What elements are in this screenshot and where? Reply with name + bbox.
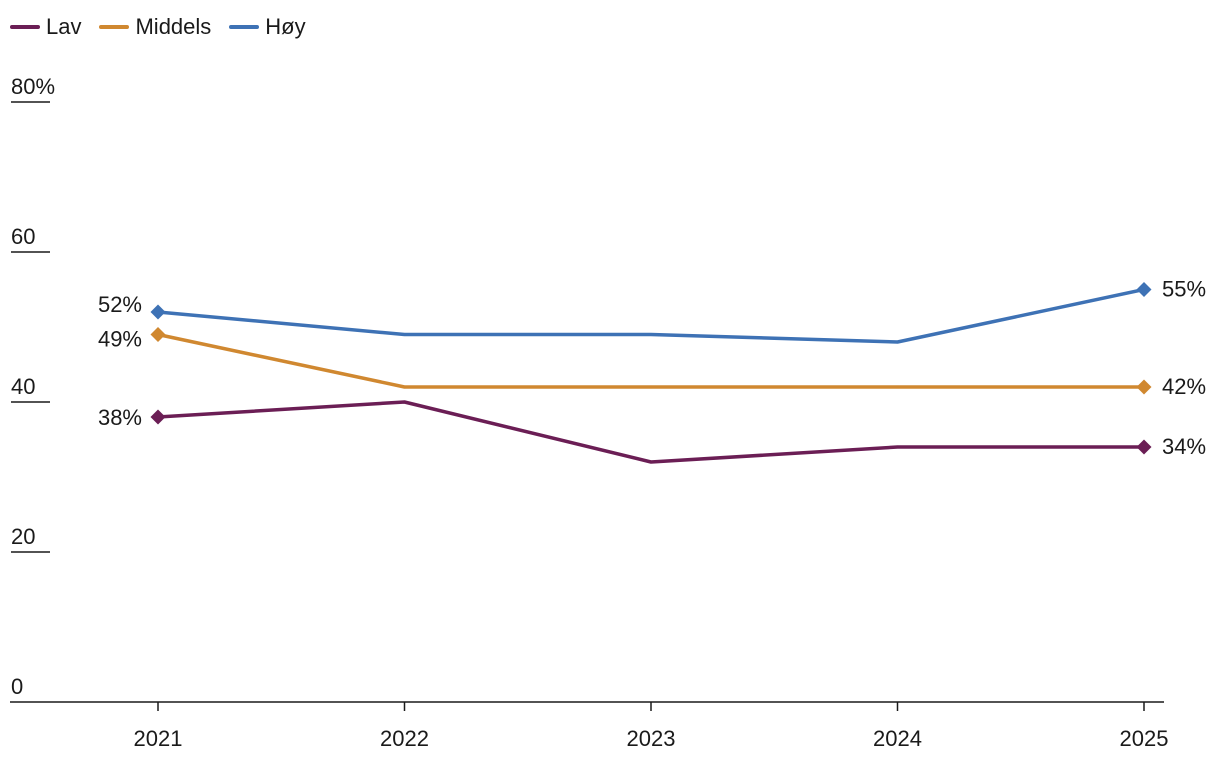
data-point-hoy — [1136, 282, 1152, 297]
data-point-hoy — [649, 333, 653, 336]
start-label-hoy: 52% — [98, 292, 142, 317]
series-line-middels — [156, 332, 1146, 389]
data-point-hoy — [403, 333, 406, 336]
series-line-lav — [156, 400, 1146, 464]
y-tick-label: 20 — [11, 524, 35, 549]
x-tick-label: 2025 — [1120, 726, 1169, 751]
legend-label-hoy: Høy — [265, 14, 306, 39]
data-point-middels — [1136, 379, 1152, 395]
data-point-middels — [649, 385, 653, 389]
y-tick-label: 0 — [11, 674, 23, 699]
data-point-middels — [403, 385, 406, 389]
x-tick-label: 2022 — [380, 726, 429, 751]
legend-swatch-hoy — [229, 25, 260, 29]
data-point-lav — [1136, 439, 1152, 455]
y-tick-label: 60 — [11, 224, 35, 249]
x-tick-label: 2024 — [873, 726, 922, 751]
legend-swatch-lav — [10, 25, 40, 29]
legend-item-lav: Lav — [10, 14, 81, 40]
data-point-middels — [896, 385, 899, 389]
y-tick-label: 80% — [11, 74, 55, 99]
y-tick-label: 40 — [11, 374, 35, 399]
start-label-middels: 49% — [98, 327, 142, 352]
data-point-lav — [649, 460, 653, 464]
data-point-lav — [150, 409, 166, 425]
chart-legend: Lav Middels Høy — [10, 14, 306, 40]
start-label-lav: 38% — [98, 405, 142, 430]
data-point-middels — [150, 327, 166, 342]
x-tick-label: 2023 — [627, 726, 676, 751]
legend-item-middels: Middels — [99, 14, 211, 40]
end-label-hoy: 55% — [1162, 277, 1206, 302]
data-point-lav — [403, 400, 406, 404]
legend-label-lav: Lav — [46, 14, 82, 39]
legend-swatch-middels — [99, 25, 130, 29]
legend-label-middels: Middels — [135, 14, 212, 39]
data-point-hoy — [150, 304, 166, 320]
x-tick-label: 2021 — [134, 726, 183, 751]
data-point-hoy — [896, 340, 899, 344]
data-point-lav — [896, 445, 899, 449]
legend-item-hoy: Høy — [229, 14, 306, 40]
end-label-lav: 34% — [1162, 434, 1206, 459]
end-label-middels: 42% — [1162, 374, 1206, 399]
